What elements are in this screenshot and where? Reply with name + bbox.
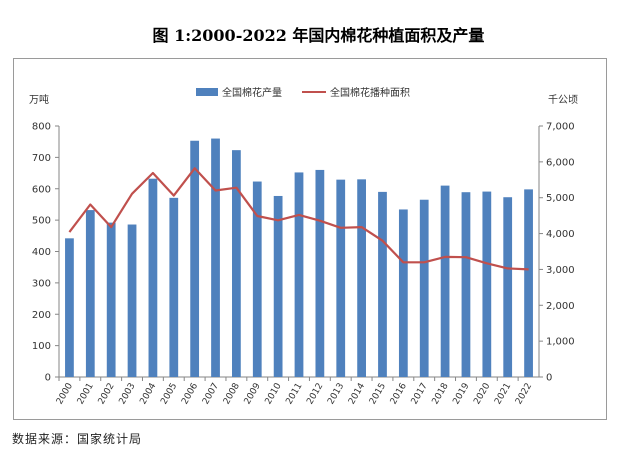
x-tick-label: 2005 [159, 382, 179, 407]
production-bar [503, 197, 513, 377]
y-right-ticks: 0 1,000 2,000 3,000 4,000 5,000 6,000 7,000 [539, 122, 575, 384]
area-series-line [68, 167, 529, 271]
x-tick-label: 2015 [368, 382, 388, 407]
production-bar [398, 209, 408, 377]
y-left-tick-label: 200 [32, 310, 51, 321]
production-bar [419, 199, 429, 377]
x-tick-label: 2000 [55, 381, 75, 406]
x-tick-label: 2014 [347, 381, 367, 406]
x-tick-label: 2010 [264, 381, 284, 406]
production-bar [232, 150, 241, 377]
y-right-tick-label: 4,000 [546, 229, 575, 240]
x-tick-label: 2001 [76, 382, 96, 407]
y-left-tick-label: 500 [32, 216, 51, 227]
production-bar [440, 185, 450, 377]
x-tick-label: 2017 [410, 382, 430, 407]
y-left-tick-label: 0 [45, 373, 51, 384]
production-bar [482, 191, 492, 377]
production-bars [65, 138, 533, 377]
y-left-ticks: 0 100 200 300 400 500 600 700 800 [32, 122, 59, 384]
y-right-tick-label: 0 [546, 373, 552, 384]
production-bar [148, 178, 158, 377]
production-bar [85, 210, 95, 377]
production-bar [190, 140, 200, 377]
production-bar [357, 179, 366, 377]
x-tick-label: 2016 [389, 381, 409, 406]
x-tick-label: 2004 [138, 381, 158, 406]
y-left-tick-label: 800 [32, 122, 51, 133]
x-tick-labels: 2000 2001 2002 2003 2004 2005 2006 2007 2008 2009… [55, 377, 534, 406]
x-tick-label: 2011 [284, 382, 304, 407]
x-tick-label: 2006 [180, 381, 200, 406]
source-note: 数据来源：国家统计局 [12, 432, 143, 446]
x-tick-label: 2013 [326, 382, 346, 407]
legend: 全国棉花产量 全国棉花播种面积 [196, 86, 410, 99]
y-right-tick-label: 1,000 [546, 337, 575, 348]
x-tick-label: 2018 [431, 381, 451, 406]
chart-frame [13, 58, 607, 420]
legend-label-area: 全国棉花播种面积 [330, 86, 410, 99]
y-left-tick-label: 100 [32, 341, 51, 352]
y-left-tick-label: 300 [32, 278, 51, 289]
production-bar [273, 195, 283, 377]
y-right-unit: 千公顷 [548, 94, 578, 106]
production-bar [127, 224, 137, 377]
x-tick-label: 2012 [305, 382, 325, 407]
production-bar [169, 197, 179, 377]
x-tick-label: 2020 [472, 381, 492, 406]
production-bar [461, 192, 471, 377]
production-bar [65, 238, 74, 377]
x-tick-label: 2008 [222, 381, 242, 406]
x-tick-label: 2003 [118, 382, 138, 407]
chart-title: 图 1:2000-2022 年国内棉花种植面积及产量 [152, 26, 485, 45]
production-bar [294, 172, 304, 377]
x-tick-label: 2019 [451, 381, 471, 406]
production-bar [378, 191, 387, 377]
x-tick-label: 2002 [97, 382, 117, 407]
y-right-tick-label: 3,000 [546, 265, 575, 276]
production-bar [315, 169, 325, 377]
y-right-tick-label: 6,000 [546, 157, 575, 168]
production-bar [211, 138, 220, 377]
y-left-tick-label: 400 [32, 247, 51, 258]
production-bar [524, 189, 533, 377]
x-tick-label: 2021 [493, 382, 513, 407]
area-line [68, 167, 529, 271]
y-right-tick-label: 2,000 [546, 301, 575, 312]
legend-label-production: 全国棉花产量 [222, 86, 282, 99]
y-left-unit: 万吨 [29, 93, 49, 106]
y-right-tick-label: 5,000 [546, 193, 575, 204]
x-tick-label: 2009 [243, 381, 263, 406]
y-right-tick-label: 7,000 [546, 122, 575, 133]
y-left-tick-label: 600 [32, 184, 51, 195]
production-bar [252, 181, 262, 377]
production-bar [336, 179, 346, 377]
y-left-tick-label: 700 [32, 153, 51, 164]
x-tick-label: 2022 [514, 382, 534, 407]
production-bar [106, 222, 116, 377]
x-tick-label: 2007 [201, 382, 221, 407]
legend-swatch-production [196, 88, 218, 96]
